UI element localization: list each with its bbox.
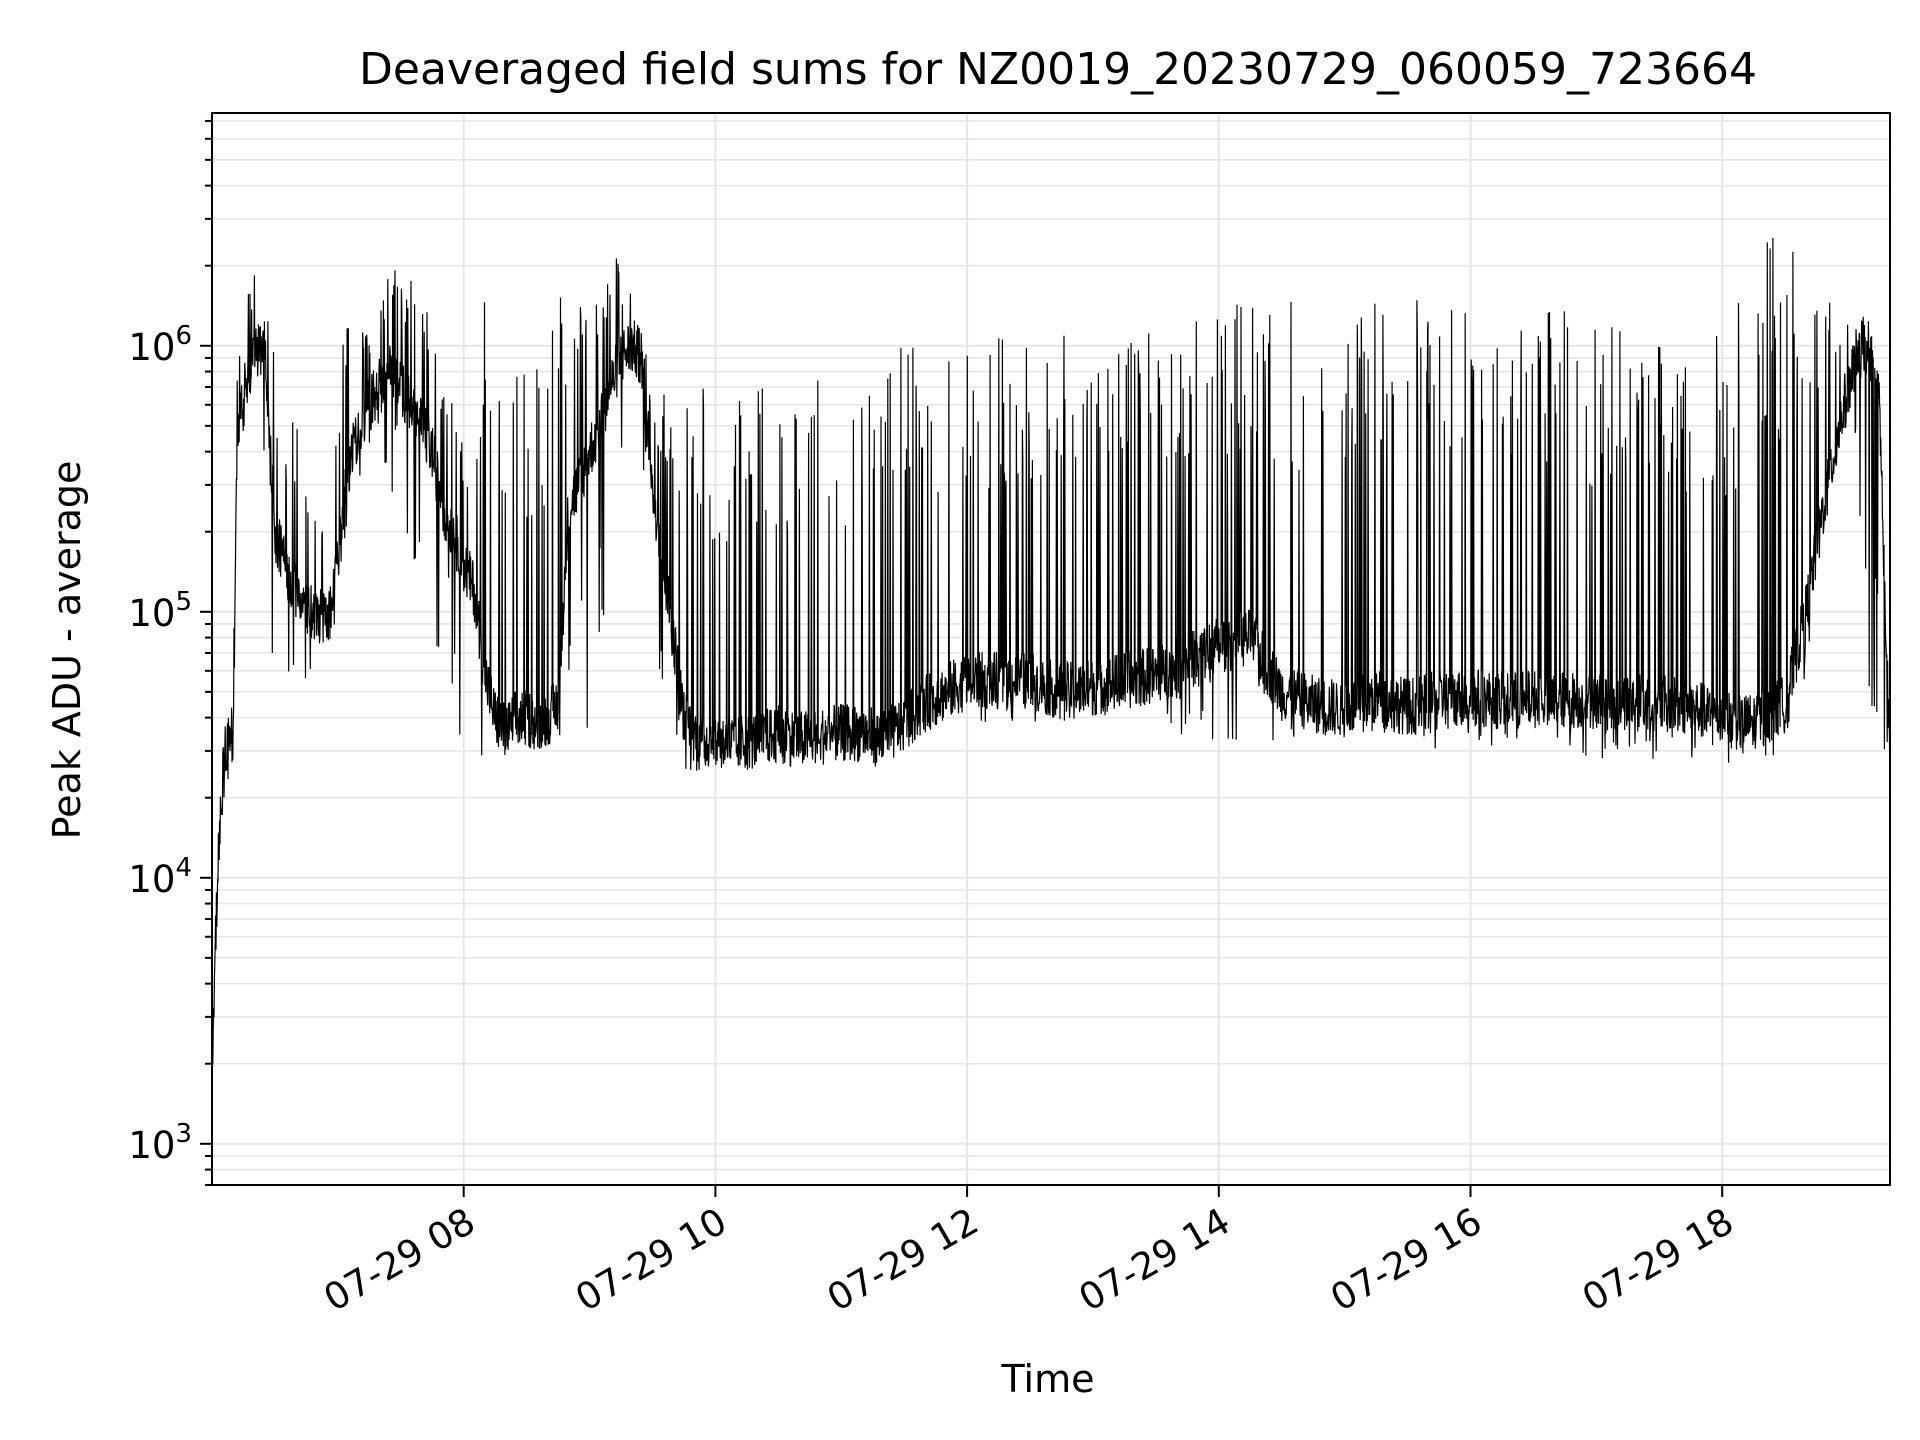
y-tick-label: 105 [128,587,192,635]
plot-area-frame [211,112,1891,1186]
y-tick-label: 106 [128,321,192,369]
series-trace [211,237,1891,1065]
y-tick-label: 104 [128,853,192,901]
y-axis-label: Peak ADU - average [45,461,89,840]
x-axis-label: Time [1001,1357,1095,1401]
chart-title: Deaveraged field sums for NZ0019_2023072… [359,44,1757,95]
data-series-line [211,237,1891,1065]
y-tick-label: 103 [128,1119,192,1167]
y-axis-ticks: 103 104 105 106 [128,119,212,1186]
